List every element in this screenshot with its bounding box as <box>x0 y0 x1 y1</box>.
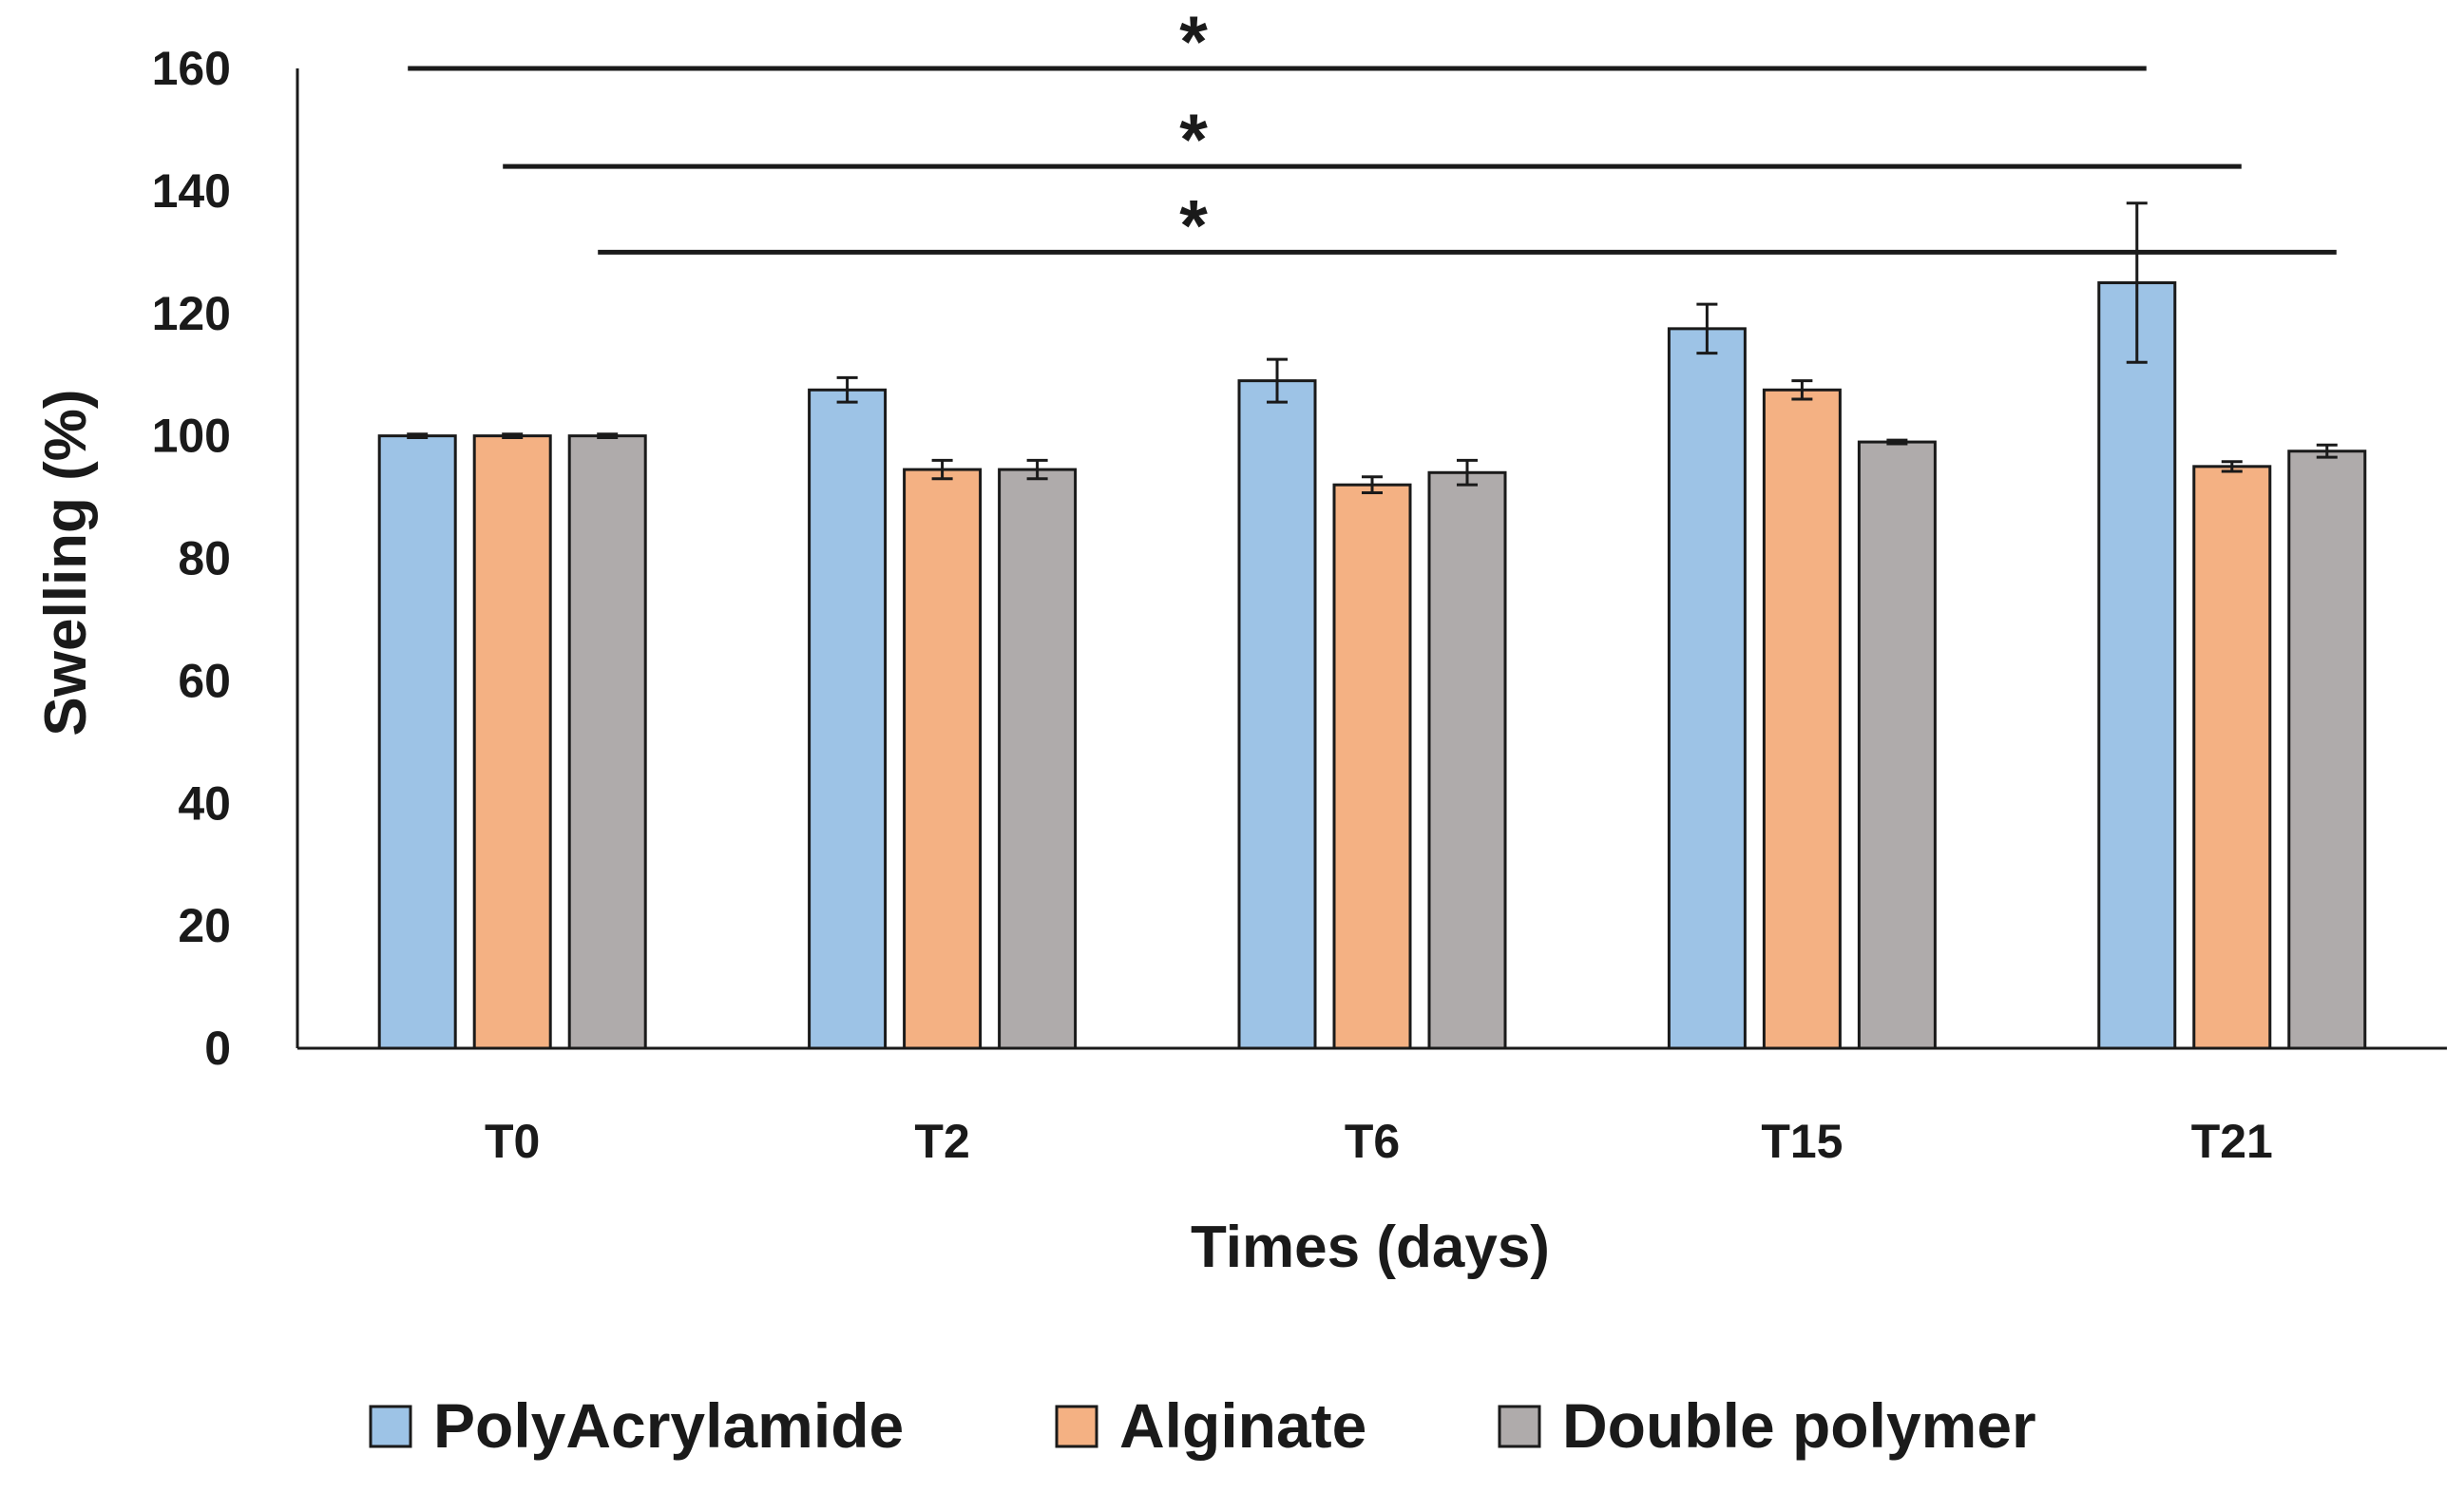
y-tick-label: 20 <box>178 899 231 952</box>
bar <box>1427 470 1507 1050</box>
x-tick-label: T6 <box>1345 1115 1400 1168</box>
y-tick-label: 120 <box>152 287 231 340</box>
bar <box>472 434 552 1050</box>
x-tick-label: T2 <box>914 1115 969 1168</box>
error-bar <box>407 432 429 440</box>
y-tick-label: 160 <box>152 42 231 95</box>
error-bar <box>2316 443 2338 459</box>
error-bar <box>2221 460 2243 473</box>
chart-legend: PolyAcrylamide Alginate Double polymer <box>369 1390 2036 1461</box>
legend-item: PolyAcrylamide <box>369 1390 904 1461</box>
error-bar <box>1026 458 1048 481</box>
error-bar <box>931 458 953 481</box>
significance-star: * <box>1179 2 1208 83</box>
x-tick-label: T15 <box>1761 1115 1843 1168</box>
legend-swatch <box>369 1405 412 1448</box>
chart-axes: 0 20 40 60 80 100 120 140 160 T0 T2 T6 T15 T21 <box>152 42 2447 1168</box>
y-tick-label: 60 <box>178 654 231 707</box>
bar <box>1237 379 1317 1050</box>
error-bar <box>597 432 619 440</box>
chart-bars <box>377 281 2367 1050</box>
bar <box>2192 465 2272 1050</box>
bar <box>998 468 1078 1050</box>
legend-label: Alginate <box>1119 1390 1366 1461</box>
bar <box>1857 440 1937 1050</box>
bar <box>1762 388 1842 1050</box>
error-bar <box>1267 357 1288 404</box>
y-tick-label: 40 <box>178 776 231 830</box>
significance-star: * <box>1179 185 1208 266</box>
legend-item: Double polymer <box>1498 1390 2036 1461</box>
x-axis-title: Times (days) <box>1191 1215 1550 1280</box>
legend-swatch <box>1498 1405 1541 1448</box>
bar <box>808 388 888 1050</box>
y-tick-label: 0 <box>204 1022 231 1075</box>
error-bar <box>1886 438 1908 446</box>
bar <box>2097 281 2177 1050</box>
error-bar <box>836 375 858 404</box>
y-tick-label: 140 <box>152 164 231 218</box>
x-tick-label: T0 <box>485 1115 540 1168</box>
error-bar <box>1696 302 1718 355</box>
legend-item: Alginate <box>1055 1390 1366 1461</box>
error-bar <box>1362 475 1383 495</box>
significance-star: * <box>1179 100 1208 181</box>
error-bar <box>502 432 524 440</box>
legend-label: PolyAcrylamide <box>433 1390 904 1461</box>
bar <box>567 434 647 1050</box>
error-bar <box>1791 379 1813 401</box>
significance-brackets: *** <box>408 2 2337 266</box>
y-axis-title: Swelling (%) <box>33 389 99 736</box>
bar <box>1332 483 1412 1050</box>
bar <box>377 434 457 1050</box>
error-bar <box>1457 458 1478 487</box>
legend-swatch <box>1055 1405 1098 1448</box>
y-tick-label: 80 <box>178 532 231 585</box>
legend-label: Double polymer <box>1562 1390 2036 1461</box>
chart-error-bars <box>407 201 2338 495</box>
y-tick-label: 100 <box>152 410 231 463</box>
error-bar <box>2126 201 2148 364</box>
bar <box>2287 450 2367 1050</box>
bar <box>903 468 983 1050</box>
bar <box>1667 327 1747 1050</box>
x-tick-label: T21 <box>2191 1115 2273 1168</box>
